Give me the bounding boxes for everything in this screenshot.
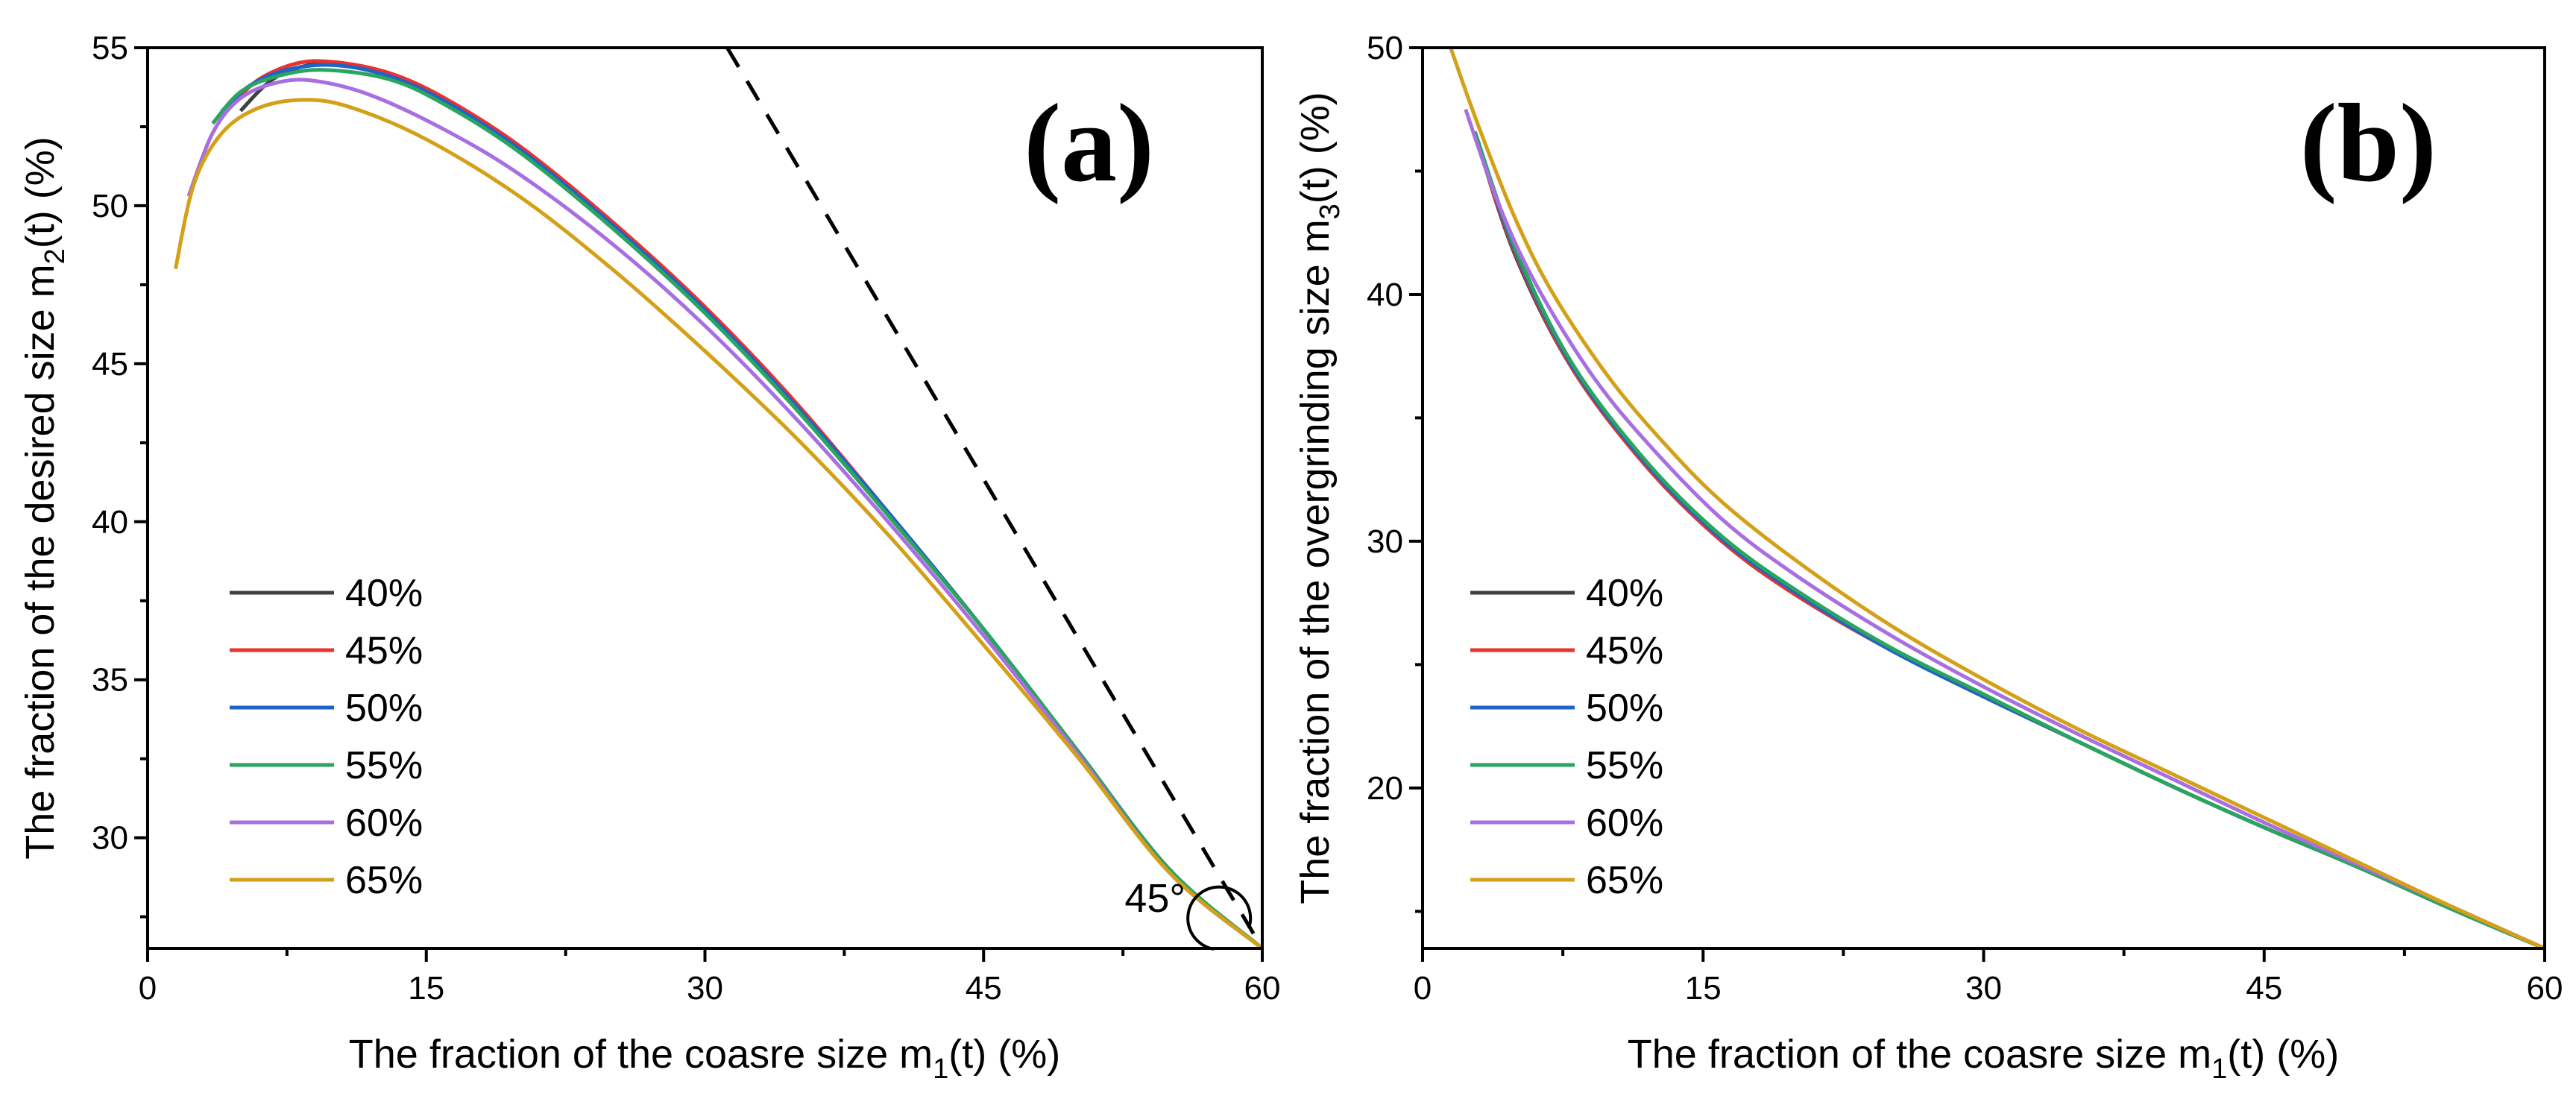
x-tick-label: 30: [687, 970, 723, 1007]
panel-b-label: (b): [2300, 81, 2437, 205]
panel-b-legend: 40% 45% 50% 55% 60% 65%: [1470, 572, 1663, 902]
panel-a-angle-annotation: 45°: [1124, 876, 1185, 921]
panel-a-legend: 40% 45% 50% 55% 60% 65%: [230, 572, 423, 902]
legend-label: 65%: [345, 859, 423, 902]
panel-a-y-axis-label: The fraction of the desired size m2(t) (…: [18, 136, 71, 859]
panel-b-y-ticks: 20 30 40 50: [1367, 30, 1423, 913]
legend-label: 45%: [1586, 629, 1663, 673]
chart-panel-b: 0 15 30 45 60 20 30 40 50 (b) The fraction of t…: [1293, 30, 2563, 1085]
series-line-b-65pct: [1449, 48, 2545, 948]
series-line-a-60pct: [186, 78, 1262, 948]
panel-b-y-axis-label: The fraction of the overgrinding size m3…: [1293, 92, 1346, 904]
panel-a-y-ticks: 30 35 40 45 50 55: [92, 30, 148, 919]
panel-a-angle-arc: [1186, 885, 1253, 951]
x-tick-label: 60: [1244, 970, 1281, 1007]
y-tick-label: 40: [92, 504, 128, 541]
series-line-b-60pct: [1464, 108, 2545, 948]
y-tick-label: 55: [92, 30, 128, 66]
x-tick-label: 15: [1685, 970, 1722, 1007]
legend-label: 60%: [1586, 801, 1663, 845]
y-tick-label: 45: [92, 346, 128, 382]
y-tick-label: 50: [1367, 30, 1403, 66]
panel-a-reference-dashed-line: [725, 46, 1265, 950]
panel-a-x-axis-label: The fraction of the coasre size m1(t) (%…: [349, 1032, 1060, 1085]
panel-b-x-axis-label: The fraction of the coasre size m1(t) (%…: [1628, 1032, 2339, 1085]
y-tick-label: 30: [1367, 523, 1403, 560]
panel-a-x-ticks: 0 15 30 45 60: [139, 948, 1281, 1007]
series-line-a-55pct: [211, 68, 1262, 948]
x-tick-label: 60: [2527, 970, 2563, 1007]
y-tick-label: 50: [92, 188, 128, 224]
x-tick-label: 45: [2246, 970, 2282, 1007]
x-tick-label: 0: [139, 970, 157, 1007]
legend-label: 55%: [345, 744, 423, 787]
legend-label: 60%: [345, 801, 423, 845]
x-tick-label: 0: [1414, 970, 1432, 1007]
panel-b-curves: [1449, 48, 2545, 948]
legend-label: 65%: [1586, 859, 1663, 902]
panel-a-curves: [173, 59, 1262, 948]
y-tick-label: 40: [1367, 277, 1403, 313]
panel-a-label: (a): [1024, 81, 1154, 205]
x-tick-label: 30: [1965, 970, 2002, 1007]
legend-label: 50%: [345, 687, 423, 730]
legend-label: 50%: [1586, 687, 1663, 730]
y-tick-label: 20: [1367, 770, 1403, 807]
y-tick-label: 30: [92, 820, 128, 857]
series-line-a-65pct: [173, 98, 1262, 948]
legend-label: 40%: [345, 572, 423, 615]
series-line-b-55pct: [1473, 130, 2545, 948]
chart-panel-a: 45° 0 15 30 45 60 30 35 40 45 50 55 (a) The fract…: [18, 30, 1280, 1085]
x-tick-label: 45: [966, 970, 1002, 1007]
legend-label: 40%: [1586, 572, 1663, 615]
panel-b-x-ticks: 0 15 30 45 60: [1414, 948, 2563, 1007]
y-tick-label: 35: [92, 662, 128, 699]
x-tick-label: 15: [408, 970, 444, 1007]
legend-label: 45%: [345, 629, 423, 673]
legend-label: 55%: [1586, 744, 1663, 787]
